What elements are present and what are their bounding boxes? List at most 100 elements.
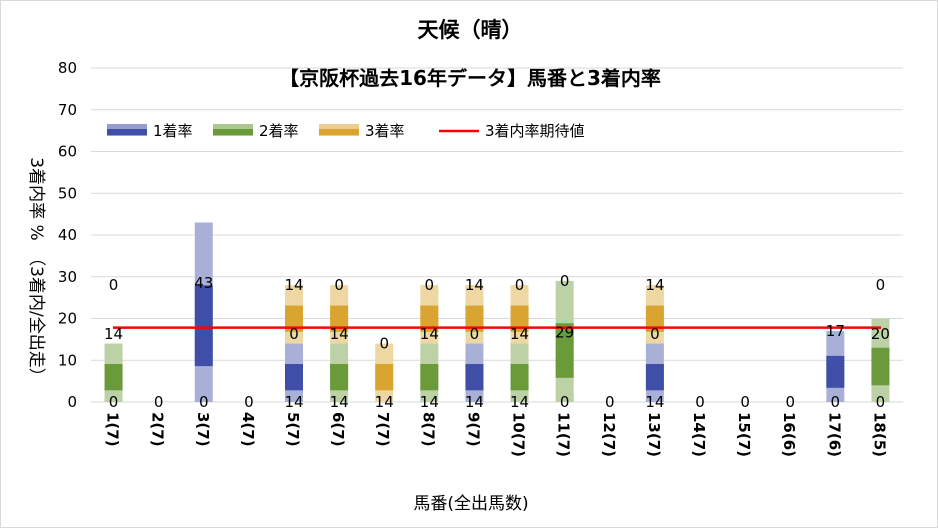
bar-value-label: 14 [330, 393, 349, 411]
bar-value-label: 14 [645, 393, 664, 411]
x-tick-label: 1(7) [104, 412, 122, 447]
bar-value-label: 0 [289, 325, 299, 343]
legend-label: 3着内率期待値 [485, 122, 585, 140]
bar-value-label: 14 [284, 276, 303, 294]
bar-core [871, 347, 890, 386]
bar-value-label: 0 [244, 393, 254, 411]
bar-value-label: 14 [510, 325, 529, 343]
bar-value-label: 14 [420, 325, 439, 343]
bar-value-label: 20 [871, 325, 890, 343]
bar-core [420, 364, 439, 391]
bar-value-label: 14 [645, 276, 664, 294]
legend: 1着率 2着率 3着率 3着内率期待値 [107, 122, 585, 140]
bar-value-label: 0 [785, 393, 795, 411]
chart-subtitle: 【京阪杯過去16年データ】馬番と3着内率 [279, 66, 661, 90]
legend-swatch-core [319, 129, 359, 135]
legend-swatch-core [107, 129, 147, 135]
bar-core [285, 364, 303, 391]
bar-core [510, 305, 529, 332]
x-tick-label: 4(7) [239, 412, 257, 447]
legend-label: 3着率 [365, 122, 405, 140]
y-tick-label: 80 [58, 59, 77, 77]
x-tick-label: 9(7) [464, 412, 482, 447]
bar-core [465, 364, 484, 391]
bar-value-label: 0 [470, 325, 480, 343]
bar-value-label: 14 [375, 393, 394, 411]
y-tick-label: 50 [58, 184, 77, 202]
y-tick-label: 70 [58, 101, 77, 119]
gridlines [91, 67, 903, 403]
y-axis-label: 3着内率 % （3着内/全出走） [26, 157, 46, 384]
y-tick-label: 10 [58, 351, 77, 369]
bar-core [465, 305, 484, 332]
legend-swatch-core [213, 129, 253, 135]
bar-value-label: 14 [420, 393, 439, 411]
bar-value-label: 17 [826, 322, 845, 340]
bar-value-label: 0 [154, 393, 164, 411]
x-tick-label: 12(7) [600, 412, 618, 457]
x-axis-ticks: 1(7) 2(7) 3(7) 4(7) 5(7) 6(7) 7(7) 8(7) 9(7) 10(7… [104, 412, 889, 457]
bar-core [104, 364, 123, 391]
y-tick-label: 0 [67, 393, 77, 411]
bar-value-label: 29 [555, 323, 574, 341]
bar-core [420, 305, 439, 332]
bar-value-label: 0 [695, 393, 705, 411]
bar-value-label: 14 [510, 393, 529, 411]
bar-value-label: 0 [425, 276, 435, 294]
bar-value-label: 0 [334, 276, 344, 294]
bar-value-label: 0 [876, 276, 886, 294]
y-tick-label: 20 [58, 310, 77, 328]
x-tick-label: 17(6) [825, 412, 843, 457]
bar-value-label: 0 [515, 276, 525, 294]
x-tick-label: 5(7) [284, 412, 302, 447]
bar-core [330, 305, 349, 332]
x-tick-label: 15(7) [735, 412, 753, 457]
bar-value-label: 14 [465, 276, 484, 294]
bar-value-label: 14 [284, 393, 303, 411]
y-tick-label: 60 [58, 143, 77, 161]
bar-core [555, 323, 574, 378]
x-tick-label: 8(7) [419, 412, 437, 447]
bar-labels: 0 14 0 0 0 43 0 14 0 14 14 14 0 14 0 14 14 0 14 0 14 14 14 0 0 29… [104, 272, 890, 411]
bar-core [826, 355, 845, 388]
x-tick-label: 7(7) [374, 412, 392, 447]
x-tick-label: 18(5) [870, 412, 888, 457]
x-tick-label: 16(6) [780, 412, 798, 457]
bar-core [285, 305, 303, 332]
bar-value-label: 0 [560, 272, 570, 290]
bar-value-label: 0 [199, 393, 209, 411]
bar-core [510, 364, 529, 391]
bar-value-label: 0 [109, 393, 119, 411]
bar-value-label: 0 [740, 393, 750, 411]
x-tick-label: 2(7) [149, 412, 167, 447]
x-tick-label: 6(7) [329, 412, 347, 447]
bar-value-label: 0 [109, 276, 119, 294]
bar-value-label: 14 [104, 325, 123, 343]
chart-title: 天候（晴） [418, 18, 523, 42]
bar-value-label: 14 [330, 325, 349, 343]
bar-value-label: 0 [831, 393, 841, 411]
x-tick-label: 11(7) [555, 412, 573, 457]
x-tick-label: 3(7) [194, 412, 212, 447]
bar-value-label: 0 [650, 325, 660, 343]
bar-value-label: 0 [876, 393, 886, 411]
bar-core [194, 285, 213, 367]
bar-value-label: 0 [560, 393, 570, 411]
y-tick-label: 40 [58, 226, 77, 244]
bar-value-label: 0 [379, 335, 389, 353]
bar-core [645, 364, 664, 391]
x-tick-label: 10(7) [510, 412, 528, 457]
bar-value-label: 43 [194, 274, 213, 292]
bar-core [330, 364, 349, 391]
bar-core [645, 305, 664, 332]
y-tick-label: 30 [58, 268, 77, 286]
x-tick-label: 14(7) [690, 412, 708, 457]
bar-value-label: 0 [605, 393, 615, 411]
legend-label: 2着率 [259, 122, 299, 140]
x-tick-label: 13(7) [645, 412, 663, 457]
y-axis-ticks: 0 10 20 30 40 50 60 70 80 [58, 59, 77, 411]
legend-label: 1着率 [153, 122, 193, 140]
bar-core [375, 364, 394, 391]
